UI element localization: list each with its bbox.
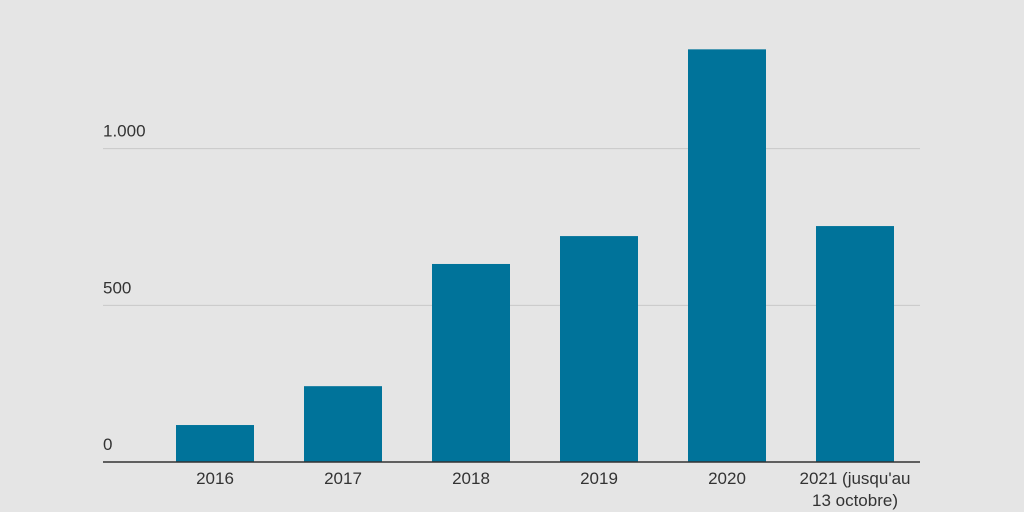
x-tick-label: 2019	[580, 469, 618, 488]
bar	[816, 226, 894, 462]
y-tick-label: 0	[103, 435, 112, 454]
x-tick-label: 2018	[452, 469, 490, 488]
y-tick-label: 500	[103, 278, 131, 297]
x-tick-label: 2016	[196, 469, 234, 488]
x-tick-label: 2020	[708, 469, 746, 488]
bar	[560, 236, 638, 462]
y-tick-label: 1.000	[103, 122, 146, 141]
bar	[432, 263, 510, 462]
bar	[304, 386, 382, 462]
bar	[176, 425, 254, 462]
x-tick-label: 2017	[324, 469, 362, 488]
bar	[688, 49, 766, 463]
x-tick-label: 2021 (jusqu'au 13 octobre)	[799, 469, 911, 510]
